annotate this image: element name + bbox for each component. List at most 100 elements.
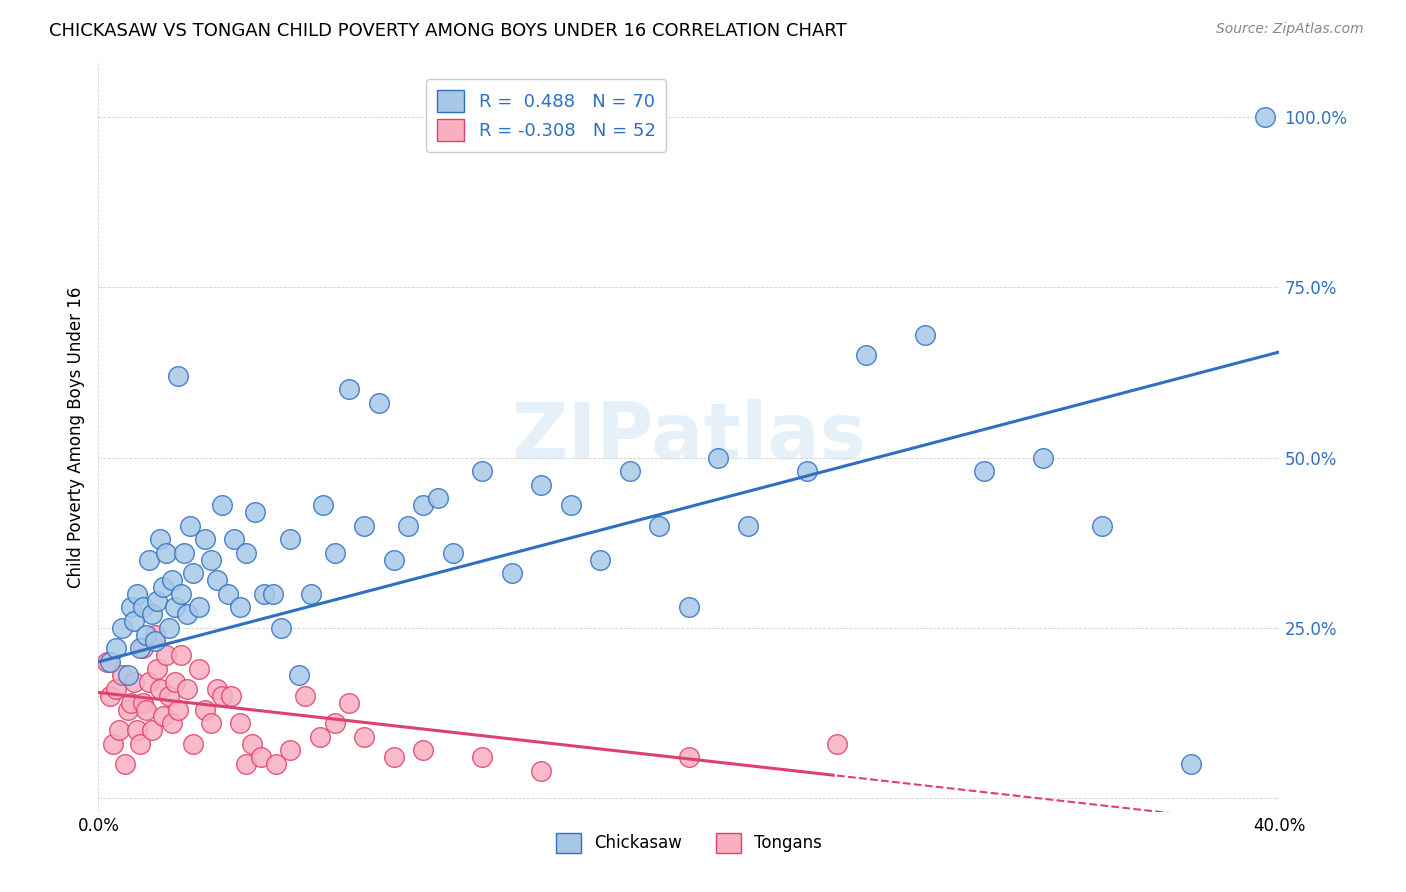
Point — [132, 641, 155, 656]
Point — [149, 533, 172, 547]
Point — [398, 518, 420, 533]
Point — [165, 600, 187, 615]
Point — [339, 696, 361, 710]
Point — [117, 702, 139, 716]
Point — [211, 689, 233, 703]
Point — [141, 723, 163, 737]
Point — [312, 498, 335, 512]
Point — [128, 641, 150, 656]
Point — [194, 702, 217, 716]
Point — [1032, 450, 1054, 465]
Point — [264, 757, 287, 772]
Point — [221, 689, 243, 703]
Point — [108, 723, 131, 737]
Point — [353, 518, 375, 533]
Point — [157, 689, 180, 703]
Point — [125, 723, 148, 737]
Point — [1180, 757, 1202, 772]
Point — [353, 730, 375, 744]
Point — [427, 491, 450, 506]
Point — [122, 614, 145, 628]
Point — [181, 737, 204, 751]
Point — [135, 627, 157, 641]
Point — [187, 662, 209, 676]
Point — [187, 600, 209, 615]
Point — [796, 464, 818, 478]
Text: CHICKASAW VS TONGAN CHILD POVERTY AMONG BOYS UNDER 16 CORRELATION CHART: CHICKASAW VS TONGAN CHILD POVERTY AMONG … — [49, 22, 846, 40]
Point — [914, 327, 936, 342]
Point — [205, 573, 228, 587]
Point — [117, 668, 139, 682]
Point — [412, 743, 434, 757]
Point — [120, 696, 142, 710]
Point — [114, 757, 136, 772]
Point — [224, 533, 246, 547]
Point — [149, 682, 172, 697]
Point — [707, 450, 730, 465]
Point — [501, 566, 523, 581]
Point — [855, 348, 877, 362]
Point — [176, 607, 198, 622]
Point — [825, 737, 848, 751]
Point — [98, 655, 121, 669]
Point — [471, 464, 494, 478]
Point — [530, 477, 553, 491]
Point — [155, 546, 177, 560]
Point — [162, 716, 183, 731]
Point — [441, 546, 464, 560]
Point — [120, 600, 142, 615]
Point — [111, 668, 134, 682]
Point — [288, 668, 311, 682]
Point — [1254, 110, 1277, 124]
Point — [98, 689, 121, 703]
Point — [382, 750, 405, 764]
Point — [167, 368, 190, 383]
Point — [560, 498, 582, 512]
Point — [146, 662, 169, 676]
Text: Source: ZipAtlas.com: Source: ZipAtlas.com — [1216, 22, 1364, 37]
Point — [240, 737, 263, 751]
Legend: Chickasaw, Tongans: Chickasaw, Tongans — [550, 826, 828, 860]
Point — [530, 764, 553, 778]
Point — [217, 587, 239, 601]
Point — [173, 546, 195, 560]
Point — [323, 716, 346, 731]
Point — [235, 546, 257, 560]
Point — [294, 689, 316, 703]
Point — [111, 621, 134, 635]
Point — [162, 573, 183, 587]
Point — [122, 675, 145, 690]
Point — [165, 675, 187, 690]
Point — [229, 600, 252, 615]
Point — [141, 607, 163, 622]
Point — [229, 716, 252, 731]
Point — [179, 518, 201, 533]
Point — [280, 533, 302, 547]
Point — [678, 750, 700, 764]
Point — [152, 580, 174, 594]
Point — [155, 648, 177, 662]
Point — [678, 600, 700, 615]
Point — [181, 566, 204, 581]
Point — [138, 675, 160, 690]
Point — [235, 757, 257, 772]
Point — [103, 737, 125, 751]
Point — [471, 750, 494, 764]
Point — [368, 396, 391, 410]
Point — [176, 682, 198, 697]
Point — [96, 655, 118, 669]
Point — [412, 498, 434, 512]
Point — [146, 593, 169, 607]
Point — [589, 552, 612, 566]
Point — [323, 546, 346, 560]
Point — [170, 648, 193, 662]
Point — [128, 737, 150, 751]
Point — [382, 552, 405, 566]
Point — [143, 627, 166, 641]
Point — [737, 518, 759, 533]
Point — [648, 518, 671, 533]
Point — [211, 498, 233, 512]
Point — [125, 587, 148, 601]
Point — [205, 682, 228, 697]
Point — [152, 709, 174, 723]
